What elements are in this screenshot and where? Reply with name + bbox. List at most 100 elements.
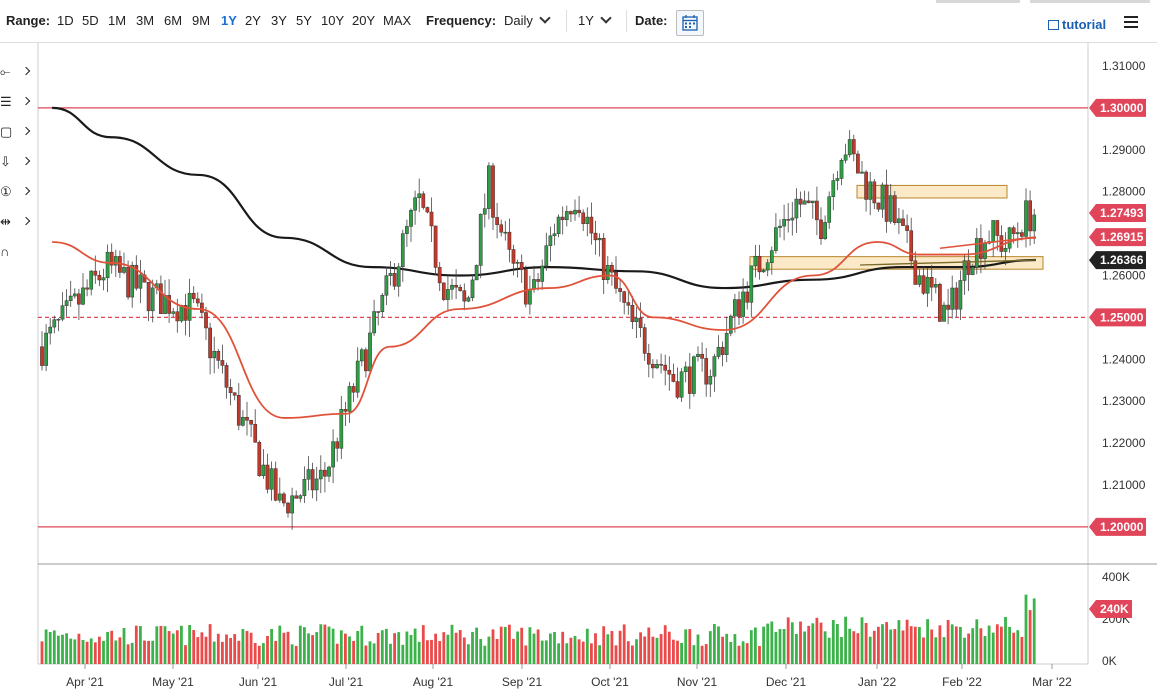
range-3y[interactable]: 3Y bbox=[271, 13, 287, 28]
candle bbox=[503, 220, 508, 241]
candle-body bbox=[105, 251, 110, 278]
candle-body bbox=[765, 262, 770, 271]
range-5y[interactable]: 5Y bbox=[296, 13, 312, 28]
volume-bar bbox=[889, 629, 893, 664]
volume-bar bbox=[171, 633, 175, 664]
range-5d[interactable]: 5D bbox=[82, 13, 99, 28]
candle bbox=[630, 295, 635, 330]
date-picker-button[interactable] bbox=[676, 10, 704, 36]
volume-bar bbox=[409, 634, 413, 664]
candle bbox=[581, 209, 586, 232]
candle bbox=[974, 228, 979, 275]
candle-body bbox=[778, 225, 782, 228]
volume-bar bbox=[106, 632, 109, 664]
volume-bar bbox=[663, 625, 667, 664]
volume-bar bbox=[975, 619, 979, 664]
candle bbox=[655, 359, 659, 370]
magnet-tool[interactable]: ∩ bbox=[0, 242, 36, 264]
volume-bar bbox=[909, 626, 913, 664]
volume-bar bbox=[417, 641, 421, 664]
volume-bar bbox=[967, 633, 970, 664]
range-1y[interactable]: 1Y bbox=[221, 13, 237, 28]
candle-body bbox=[499, 224, 504, 233]
candle bbox=[355, 347, 360, 398]
candle bbox=[1015, 222, 1020, 248]
candle-body bbox=[835, 178, 840, 181]
candle-body bbox=[470, 279, 475, 299]
candle bbox=[462, 283, 467, 311]
volume-bar bbox=[438, 641, 442, 664]
top-button-edge[interactable] bbox=[936, 0, 1020, 3]
volume-bar bbox=[225, 634, 228, 664]
candle bbox=[597, 233, 602, 257]
candle bbox=[474, 264, 479, 281]
volume-bar bbox=[483, 645, 487, 664]
range-20y[interactable]: 20Y bbox=[352, 13, 376, 28]
candle-body bbox=[737, 299, 741, 317]
candle-body bbox=[97, 274, 102, 281]
volume-bar bbox=[139, 626, 142, 664]
candle-body bbox=[200, 302, 204, 313]
candle bbox=[700, 342, 704, 372]
line-tool[interactable]: ⟜ bbox=[0, 62, 36, 84]
candle bbox=[970, 263, 975, 276]
range-1d[interactable]: 1D bbox=[57, 13, 74, 28]
volume-bar bbox=[680, 642, 683, 664]
candle bbox=[380, 293, 385, 318]
volume-bar bbox=[368, 641, 372, 664]
candle bbox=[765, 258, 770, 277]
candle-body bbox=[823, 222, 827, 240]
candle-body bbox=[798, 198, 803, 205]
range-6m[interactable]: 6M bbox=[164, 13, 183, 28]
candle bbox=[282, 491, 286, 507]
hamburger-menu-icon[interactable] bbox=[1124, 16, 1138, 31]
candle-body bbox=[429, 211, 434, 227]
annotation-tool[interactable]: ① bbox=[0, 182, 36, 204]
volume-bar bbox=[647, 627, 651, 664]
period-select[interactable]: 1Y bbox=[578, 12, 612, 29]
candle-body bbox=[269, 468, 274, 490]
candle-body bbox=[573, 209, 577, 215]
price-tick-label: 1.26000 bbox=[1102, 269, 1146, 283]
range-10y[interactable]: 10Y bbox=[321, 13, 345, 28]
candle-body bbox=[396, 266, 401, 287]
volume-bar bbox=[938, 625, 942, 664]
volume-bar bbox=[795, 633, 798, 664]
candle bbox=[712, 353, 717, 392]
candle-body bbox=[560, 216, 565, 221]
frequency-select[interactable]: Daily bbox=[504, 12, 551, 29]
arrow-tool[interactable]: ⇩ bbox=[0, 152, 36, 174]
candle-body bbox=[171, 311, 176, 314]
reference-lines bbox=[38, 107, 1088, 528]
volume-bar bbox=[175, 630, 179, 664]
candle-body bbox=[187, 292, 192, 321]
fibonacci-icon: ☰ bbox=[0, 94, 12, 109]
candle-body bbox=[581, 212, 586, 224]
candle-body bbox=[601, 237, 606, 280]
volume-bar bbox=[598, 645, 601, 664]
range-1m[interactable]: 1M bbox=[108, 13, 127, 28]
volume-bar bbox=[954, 626, 958, 664]
volume-bar bbox=[212, 641, 216, 664]
candle bbox=[339, 395, 344, 459]
range-3m[interactable]: 3M bbox=[136, 13, 155, 28]
volume-bar bbox=[885, 622, 888, 664]
range-2y[interactable]: 2Y bbox=[245, 13, 261, 28]
volume-bar bbox=[376, 632, 380, 664]
candle-body bbox=[81, 287, 85, 305]
top-button-edge[interactable] bbox=[1030, 0, 1150, 3]
tutorial-link[interactable]: tutorial bbox=[1048, 17, 1106, 32]
candle-body bbox=[241, 417, 245, 426]
shape-tool[interactable]: ▢ bbox=[0, 122, 36, 144]
fibonacci-tool[interactable]: ☰ bbox=[0, 92, 36, 114]
candle-body bbox=[1003, 247, 1008, 252]
volume-bar bbox=[946, 619, 950, 664]
measure-tool[interactable]: ⇹ bbox=[0, 212, 36, 234]
range-9m[interactable]: 9M bbox=[192, 13, 211, 28]
candle-body bbox=[290, 495, 294, 514]
volume-bar bbox=[389, 643, 392, 664]
candle bbox=[454, 269, 458, 300]
toolbar-divider bbox=[566, 10, 567, 32]
range-max[interactable]: MAX bbox=[383, 13, 412, 28]
